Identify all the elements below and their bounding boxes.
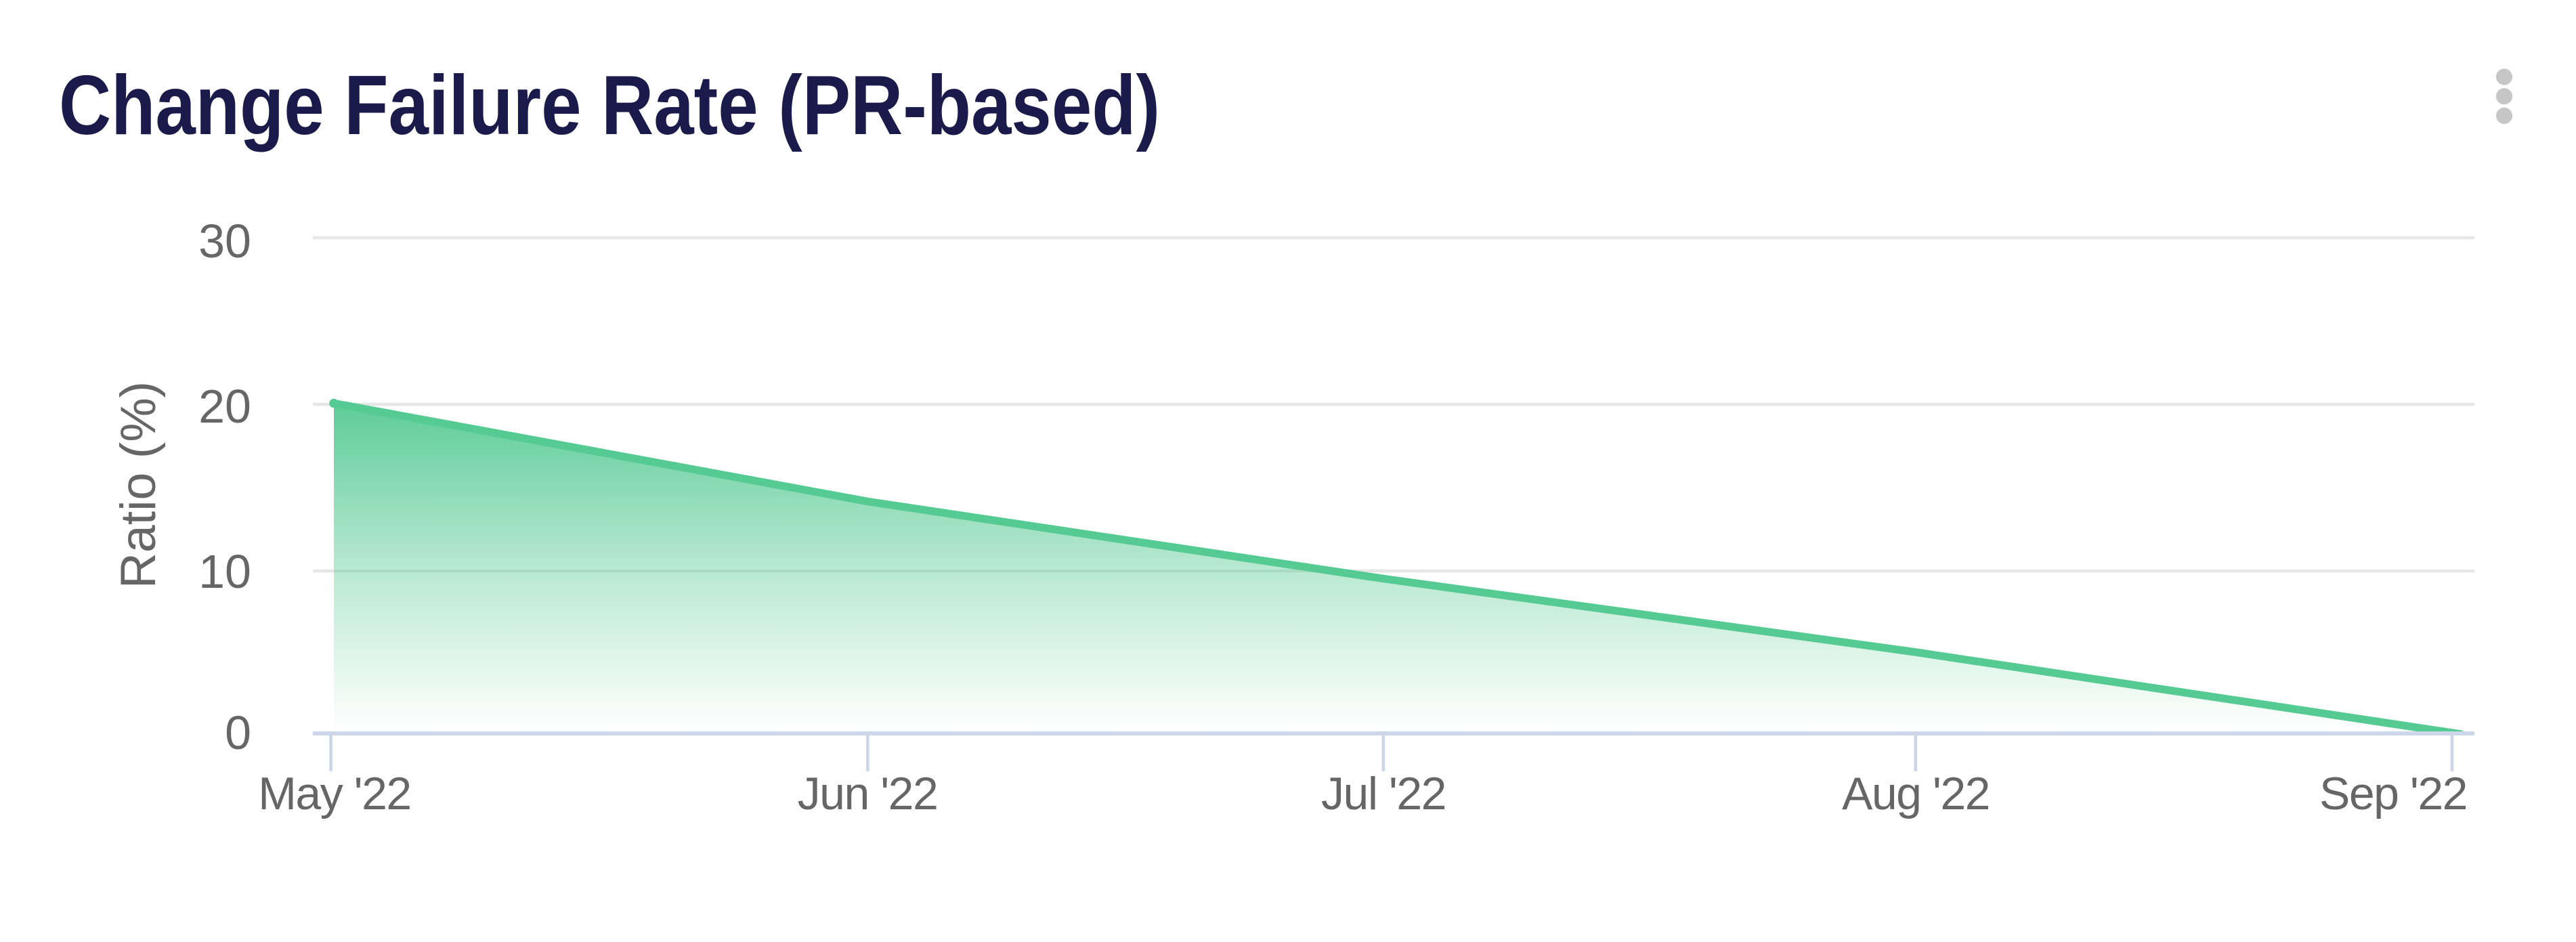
svg-text:20: 20	[198, 380, 251, 433]
svg-text:Jul '22: Jul '22	[1321, 768, 1446, 819]
svg-text:0: 0	[225, 706, 251, 759]
svg-text:10: 10	[198, 545, 251, 598]
svg-text:30: 30	[198, 215, 251, 267]
svg-text:Aug '22: Aug '22	[1842, 768, 1990, 819]
svg-text:Change Failure Rate (PR-based): Change Failure Rate (PR-based)	[59, 58, 1160, 152]
svg-text:Jun '22: Jun '22	[798, 768, 938, 819]
svg-text:Ratio (%): Ratio (%)	[110, 381, 166, 588]
svg-text:May '22: May '22	[258, 768, 410, 819]
svg-text:Sep '22: Sep '22	[2319, 768, 2467, 819]
